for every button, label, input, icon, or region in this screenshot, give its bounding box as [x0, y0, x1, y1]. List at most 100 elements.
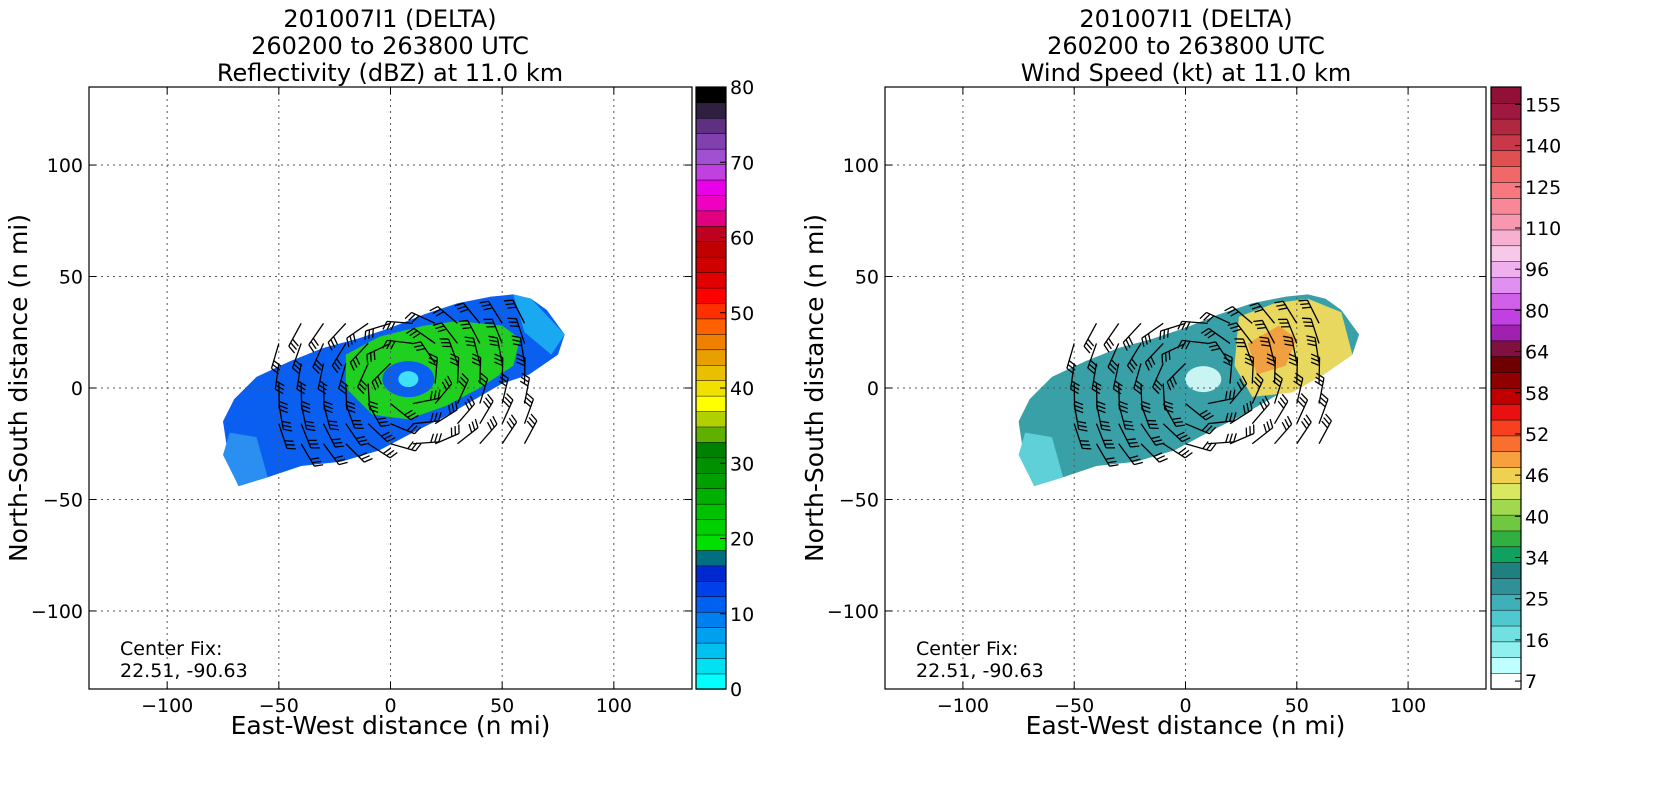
colorbar-segment — [1490, 657, 1522, 674]
wind-barb — [390, 403, 412, 421]
wind-barb-flag — [1300, 393, 1308, 401]
wind-barb — [1118, 423, 1131, 448]
wind-barb — [1229, 383, 1248, 405]
wind-barb-flag — [1207, 332, 1216, 339]
wind-barb-flag — [360, 442, 370, 446]
wind-barb-flag — [383, 434, 393, 440]
wind-barb-flag — [430, 412, 434, 422]
colorbar-segment — [1490, 371, 1522, 389]
wind-barb-flag — [1147, 333, 1152, 343]
wind-barb-flag — [404, 311, 413, 320]
wind-barb-flag — [368, 329, 371, 339]
wind-barb-flag — [1141, 400, 1151, 406]
wind-barb-flag — [358, 452, 368, 458]
colorbar-segment — [1490, 641, 1522, 658]
wind-barb-flag — [1283, 339, 1293, 343]
wind-barb-flag — [1185, 340, 1191, 350]
wind-barb-flag — [1107, 460, 1117, 464]
wind-barb — [456, 379, 469, 404]
wind-barb-flag — [1252, 380, 1261, 388]
y-tick-label: 0 — [71, 378, 83, 400]
colorbar-tick-label: 70 — [730, 152, 754, 174]
wind-barb-flag — [512, 339, 522, 343]
wind-barb-flag — [1126, 365, 1134, 374]
wind-barb-flag — [1233, 433, 1237, 443]
wind-barb-flag — [1281, 393, 1289, 402]
wind-barb — [300, 443, 315, 467]
colorbar-tick-label: 16 — [1525, 630, 1549, 652]
wind-barb-flag — [406, 327, 415, 334]
wind-barb — [349, 342, 369, 363]
wind-barb — [1140, 443, 1160, 463]
colorbar-segment — [695, 395, 727, 412]
wind-barb-flag — [530, 413, 538, 422]
wind-barb-flag — [1301, 421, 1308, 430]
wind-barb-flag — [1071, 380, 1080, 387]
wind-barb-flag — [524, 396, 533, 404]
wind-barb-flag — [278, 400, 288, 406]
colorbar-tick-label: 40 — [730, 378, 754, 400]
wind-barb — [1208, 327, 1231, 344]
wind-barb — [1273, 400, 1289, 425]
wind-barb — [1206, 311, 1231, 324]
wind-barb-flag — [288, 345, 296, 354]
wind-barb-flag — [327, 342, 333, 351]
wind-barb-flag — [411, 341, 421, 345]
wind-barb-flag — [1066, 367, 1075, 375]
colorbar-segment — [695, 256, 727, 273]
wind-barb-flag — [1266, 421, 1271, 431]
wind-barb-flag — [435, 325, 445, 330]
wind-barb-flag — [438, 433, 443, 443]
wind-barb-flag — [1227, 322, 1237, 327]
wind-barb-flag — [305, 424, 315, 428]
wind-barb-flag — [281, 420, 291, 424]
wind-barb-flag — [1236, 381, 1243, 391]
y-tick-label: 50 — [855, 267, 879, 289]
wind-barb-flag — [334, 455, 344, 459]
colorbar-segment — [695, 241, 727, 258]
wind-barb-flag — [1299, 396, 1307, 405]
wind-barb-flag — [409, 330, 418, 337]
wind-barb-flag — [1303, 417, 1310, 426]
wind-barb-flag — [1232, 412, 1237, 422]
wind-barb-flag — [510, 414, 518, 423]
wind-barb — [1162, 383, 1166, 410]
colorbar-segment — [695, 333, 727, 351]
wind-barb-flag — [1108, 337, 1115, 346]
wind-barb-flag — [460, 323, 470, 326]
colorbar-segment — [695, 503, 727, 520]
wind-barb-flag — [1114, 380, 1123, 387]
wind-barb-flag — [467, 398, 473, 408]
colorbar-segment — [695, 596, 727, 613]
wind-barb-flag — [458, 380, 466, 388]
wind-barb-flag — [526, 420, 534, 429]
wind-barb-flag — [407, 441, 414, 450]
wind-barb-flag — [1209, 443, 1217, 452]
wind-barb-flag — [310, 457, 320, 460]
colorbar-tick-label: 34 — [1525, 548, 1549, 570]
wind-barb-flag — [1125, 339, 1131, 348]
wind-barb-flag — [386, 449, 395, 457]
wind-barb-flag — [1100, 424, 1110, 428]
wind-barb-flag — [338, 387, 347, 395]
wind-barb-flag — [346, 408, 356, 414]
wind-barb — [1122, 322, 1142, 343]
colorbar-segment — [695, 117, 727, 134]
wind-barb — [312, 343, 325, 368]
wind-barb-flag — [358, 439, 368, 443]
wind-barb — [434, 383, 453, 405]
wind-barb-flag — [1177, 321, 1183, 330]
wind-barb — [413, 327, 436, 344]
colorbar-tick-label: 7 — [1525, 671, 1537, 693]
wind-barb — [367, 423, 388, 443]
wind-barb-flag — [482, 400, 490, 409]
wind-barb — [1181, 339, 1208, 345]
colorbar-tick-label: 80 — [1525, 300, 1549, 322]
wind-barb — [1310, 318, 1320, 344]
wind-barb-flag — [310, 341, 317, 350]
wind-barb-flag — [1169, 378, 1175, 388]
colorbar-segment — [695, 657, 727, 675]
wind-barb — [479, 378, 489, 404]
wind-barb — [1073, 423, 1083, 449]
wind-barb-flag — [1130, 445, 1140, 448]
